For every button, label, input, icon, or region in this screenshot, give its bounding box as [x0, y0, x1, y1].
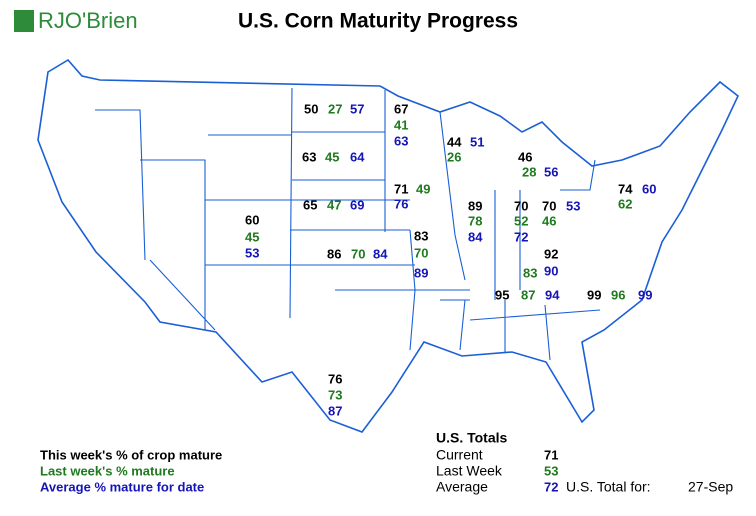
legend-average: Average % mature for date: [40, 479, 204, 494]
state-average: 57: [350, 101, 364, 116]
state-current: 83: [414, 228, 428, 243]
state-current: 71: [394, 181, 408, 196]
state-average: 63: [394, 133, 408, 148]
legend-last-week: Last week's % mature: [40, 463, 175, 478]
state-current: 44: [447, 134, 462, 149]
state-current: 95: [495, 287, 509, 302]
state-last-week: 73: [328, 387, 342, 402]
state-current: 89: [468, 198, 482, 213]
state-current: 60: [245, 212, 259, 227]
state-average: 76: [394, 196, 408, 211]
state-last-week: 28: [522, 164, 536, 179]
us-outline: [37, 58, 739, 433]
state-last-week: 70: [351, 246, 365, 261]
totals-label: Last Week: [436, 463, 503, 479]
legend-current: This week's % of crop mature: [40, 447, 222, 462]
state-current: 76: [328, 371, 342, 386]
state-last-week: 46: [542, 213, 556, 228]
state-current: 63: [302, 149, 316, 164]
state-average: 53: [245, 245, 259, 260]
state-average: 51: [470, 134, 484, 149]
state-last-week: 78: [468, 213, 482, 228]
state-last-week: 83: [523, 265, 537, 280]
state-average: 69: [350, 197, 364, 212]
totals-value: 72: [544, 479, 558, 494]
state-last-week: 49: [416, 181, 430, 196]
state-last-week: 26: [447, 149, 461, 164]
state-average: 53: [566, 198, 580, 213]
state-last-week: 62: [618, 196, 632, 211]
state-current: 99: [587, 287, 601, 302]
totals-label: Average: [436, 479, 488, 495]
state-current: 46: [518, 149, 532, 164]
state-average: 89: [414, 265, 428, 280]
totals-title: U.S. Totals: [436, 430, 508, 446]
legend: This week's % of crop mature Last week's…: [40, 447, 222, 494]
us-map: [37, 58, 739, 433]
state-current: 86: [327, 246, 341, 261]
state-last-week: 27: [328, 101, 342, 116]
logo: RJO'Brien: [38, 8, 138, 33]
state-average: 84: [468, 229, 483, 244]
totals-label: Current: [436, 447, 483, 463]
state-average: 60: [642, 181, 656, 196]
state-last-week: 45: [325, 149, 339, 164]
title: U.S. Corn Maturity Progress: [238, 10, 518, 33]
state-current: 70: [542, 198, 556, 213]
totals-value: 53: [544, 463, 558, 478]
state-average: 94: [545, 287, 560, 302]
state-last-week: 70: [414, 245, 428, 260]
us-totals: U.S. Totals Current 71 Last Week 53 Aver…: [436, 430, 733, 495]
totals-value: 71: [544, 447, 558, 462]
state-average: 72: [514, 229, 528, 244]
state-current: 50: [304, 101, 318, 116]
totals-date-label: U.S. Total for:: [566, 479, 651, 495]
state-last-week: 45: [245, 229, 259, 244]
state-borders: [95, 87, 601, 361]
state-average: 90: [544, 263, 558, 278]
state-last-week: 41: [394, 117, 408, 132]
state-last-week: 87: [521, 287, 535, 302]
state-average: 64: [350, 149, 365, 164]
state-average: 56: [544, 164, 558, 179]
state-last-week: 52: [514, 213, 528, 228]
state-current: 92: [544, 246, 558, 261]
logo-mark: [14, 10, 34, 32]
state-current: 70: [514, 198, 528, 213]
state-average: 84: [373, 246, 388, 261]
state-last-week: 96: [611, 287, 625, 302]
state-current: 67: [394, 101, 408, 116]
totals-date: 27-Sep: [688, 479, 733, 495]
state-current: 74: [618, 181, 633, 196]
state-current: 65: [303, 197, 317, 212]
state-average: 99: [638, 287, 652, 302]
state-last-week: 47: [327, 197, 341, 212]
state-average: 87: [328, 403, 342, 418]
